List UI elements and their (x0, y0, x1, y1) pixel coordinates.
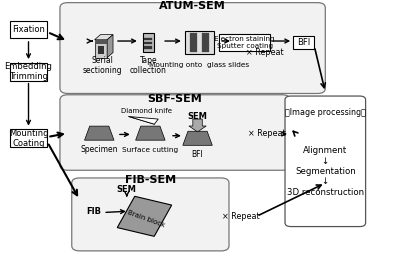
Polygon shape (94, 40, 107, 58)
Text: Embedding
Trimming: Embedding Trimming (4, 62, 52, 81)
Text: Serial
sectioning: Serial sectioning (82, 56, 122, 75)
Text: 《Image processing》: 《Image processing》 (285, 108, 366, 117)
Text: Mounting
Coating: Mounting Coating (9, 129, 48, 148)
Text: SEM: SEM (188, 112, 208, 121)
FancyBboxPatch shape (285, 96, 366, 227)
Bar (190, 33, 197, 52)
Polygon shape (189, 119, 206, 132)
Text: FIB-SEM: FIB-SEM (125, 175, 176, 185)
Polygon shape (107, 35, 113, 58)
Text: BFI: BFI (297, 38, 310, 47)
Text: × Repeat: × Repeat (246, 48, 283, 57)
Bar (219, 34, 270, 51)
Bar (142, 33, 154, 52)
FancyBboxPatch shape (60, 95, 290, 170)
FancyBboxPatch shape (60, 3, 325, 93)
Text: × Repeat: × Repeat (248, 130, 285, 138)
Text: FIB: FIB (86, 207, 101, 216)
Text: Specimen: Specimen (80, 145, 118, 154)
Bar (202, 33, 209, 52)
Text: ATUM-SEM: ATUM-SEM (159, 2, 226, 12)
Text: Electron staining
Sputter coating: Electron staining Sputter coating (214, 36, 275, 49)
Text: Fixation: Fixation (12, 25, 45, 34)
Text: Tape
collection: Tape collection (130, 56, 167, 75)
Bar (117, 196, 172, 236)
Text: BFI: BFI (192, 151, 204, 159)
Polygon shape (94, 40, 107, 44)
Text: Brain block: Brain block (127, 209, 166, 228)
Polygon shape (129, 116, 158, 124)
Polygon shape (136, 126, 165, 140)
Polygon shape (183, 131, 212, 145)
Text: Alignment
↓
Segmentation
↓
3D reconstruction: Alignment ↓ Segmentation ↓ 3D reconstruc… (287, 146, 364, 197)
Text: × Repeat: × Repeat (222, 212, 260, 221)
Bar (185, 31, 214, 54)
Bar (144, 42, 152, 44)
Text: Mounting onto  glass slides: Mounting onto glass slides (150, 62, 250, 68)
Text: SEM: SEM (117, 185, 137, 194)
Text: SBF-SEM: SBF-SEM (148, 94, 202, 104)
Polygon shape (84, 126, 114, 140)
Bar (10, 129, 47, 147)
Bar (10, 63, 47, 81)
Bar (144, 46, 152, 49)
Polygon shape (94, 35, 113, 40)
Bar (10, 21, 47, 38)
Text: Diamond knife: Diamond knife (121, 108, 172, 114)
Bar (294, 36, 314, 49)
Text: Surface cutting: Surface cutting (122, 147, 178, 153)
FancyBboxPatch shape (72, 178, 229, 251)
Polygon shape (98, 46, 104, 54)
Bar (144, 38, 152, 40)
